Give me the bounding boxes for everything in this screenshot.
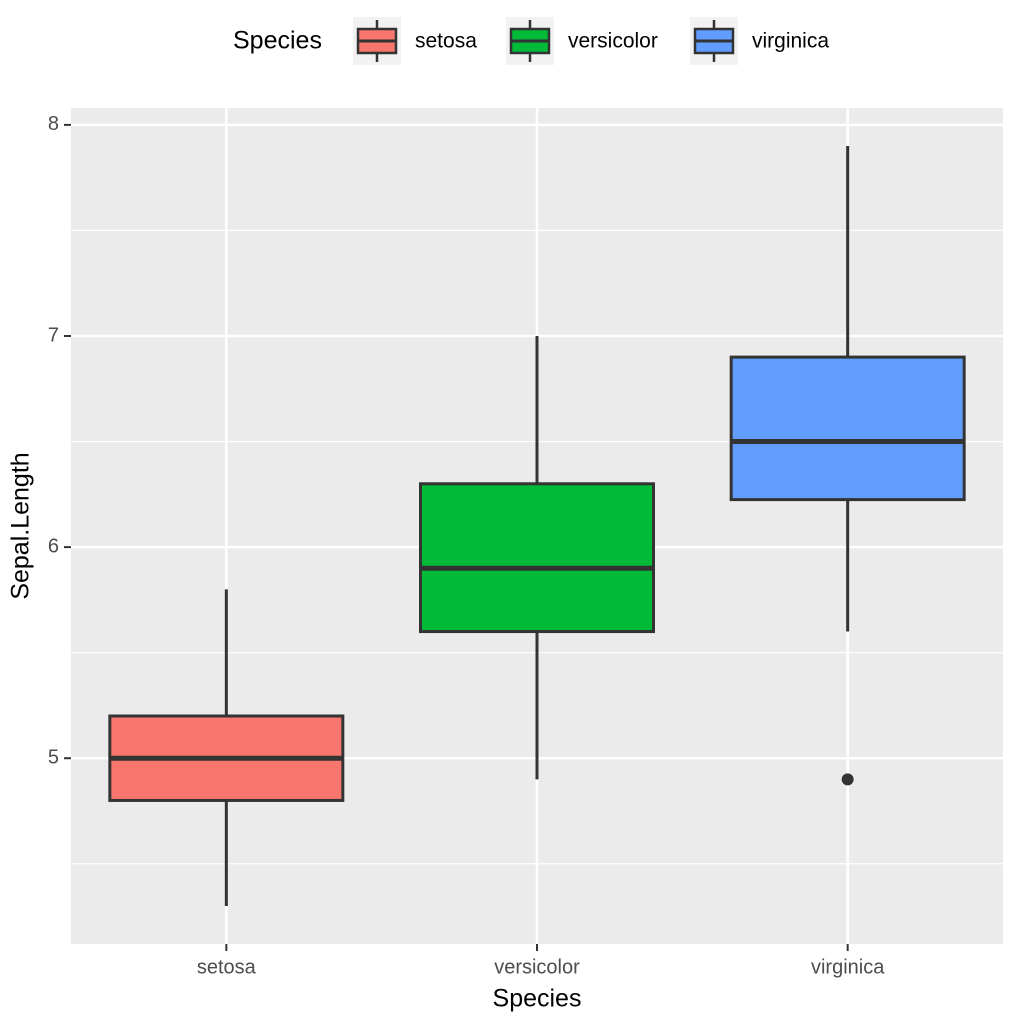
box <box>419 482 655 634</box>
legend-label: versicolor <box>568 30 658 53</box>
y-tick-label: 8 <box>48 113 59 135</box>
outlier <box>841 773 854 786</box>
legend-label: setosa <box>415 30 477 53</box>
legend-title: Species <box>233 27 322 55</box>
y-tick-label: 5 <box>48 747 59 769</box>
x-tick-label: setosa <box>197 956 257 978</box>
legend-label: virginica <box>752 30 829 53</box>
y-tick-label: 6 <box>48 535 59 557</box>
y-tick-label: 7 <box>48 324 59 346</box>
box <box>729 355 966 502</box>
y-axis-title: Sepal.Length <box>7 452 35 599</box>
x-tick-label: virginica <box>811 956 885 978</box>
x-axis-title: Species <box>493 985 582 1013</box>
x-tick-label: versicolor <box>494 956 580 978</box>
